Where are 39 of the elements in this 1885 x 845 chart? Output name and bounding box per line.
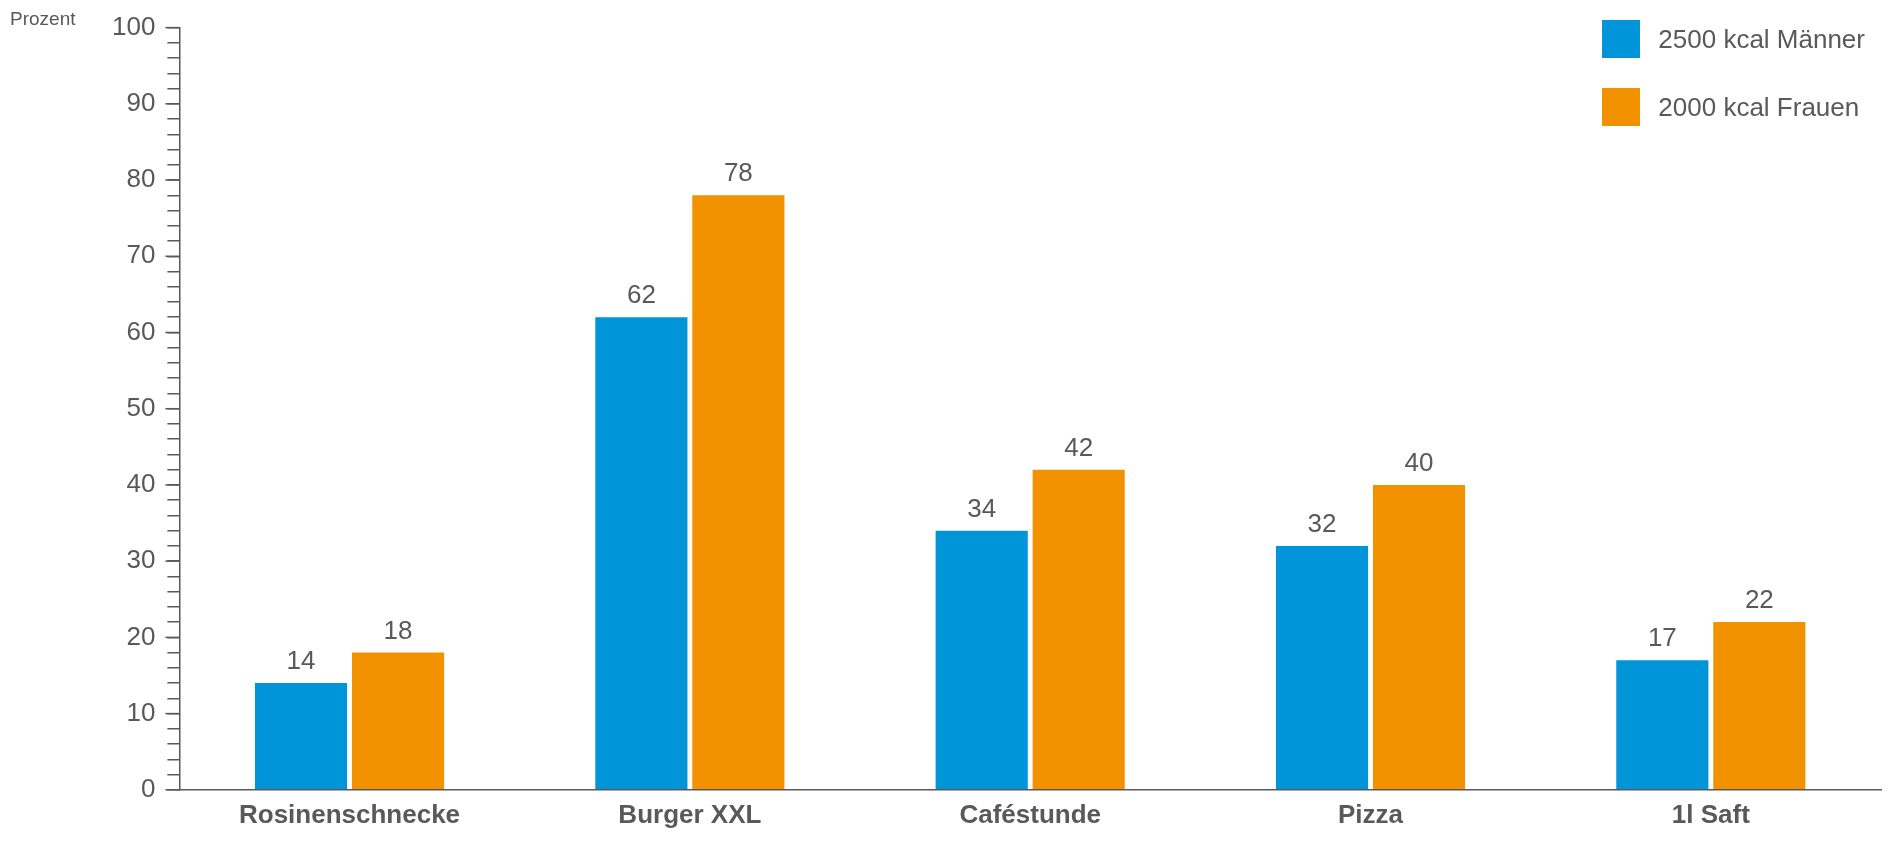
legend-label: 2000 kcal Frauen xyxy=(1658,91,1860,123)
bar xyxy=(935,530,1028,790)
data-label: 18 xyxy=(383,614,413,645)
y-tick-label: 70 xyxy=(126,239,156,270)
data-label: 17 xyxy=(1647,622,1677,653)
data-label: 34 xyxy=(967,492,997,523)
bar xyxy=(1372,484,1466,790)
y-tick-label: 60 xyxy=(126,315,156,346)
data-label: 42 xyxy=(1064,431,1094,462)
bar xyxy=(1275,545,1369,790)
data-label: 14 xyxy=(286,645,316,676)
x-tick-label: Pizza xyxy=(1338,798,1404,829)
x-tick-label: Caféstunde xyxy=(959,798,1101,829)
y-axis-title: Prozent xyxy=(10,8,76,30)
y-tick-label: 50 xyxy=(126,391,156,422)
bar xyxy=(1032,469,1125,790)
bar xyxy=(1616,660,1709,790)
y-tick-label: 100 xyxy=(111,10,156,41)
y-tick-label: 20 xyxy=(126,620,156,651)
data-label: 62 xyxy=(626,279,656,310)
x-tick-label: Burger XXL xyxy=(618,798,762,829)
x-tick-label: Rosinenschnecke xyxy=(239,798,461,829)
bar xyxy=(351,652,445,790)
bar xyxy=(254,683,348,790)
x-tick-label: 1l Saft xyxy=(1671,798,1751,829)
bar xyxy=(1713,622,1806,790)
y-tick-label: 40 xyxy=(126,468,156,499)
data-label: 78 xyxy=(723,157,753,188)
data-label: 40 xyxy=(1404,447,1434,478)
legend-label: 2500 kcal Männer xyxy=(1658,23,1865,55)
y-tick-label: 90 xyxy=(126,86,156,117)
y-tick-label: 0 xyxy=(140,772,156,803)
data-label: 22 xyxy=(1744,584,1774,615)
y-tick-label: 80 xyxy=(126,163,156,194)
data-label: 32 xyxy=(1307,508,1337,539)
bar xyxy=(595,317,688,790)
y-tick-label: 10 xyxy=(126,696,156,727)
bar xyxy=(692,195,785,790)
y-tick-label: 30 xyxy=(126,544,156,575)
